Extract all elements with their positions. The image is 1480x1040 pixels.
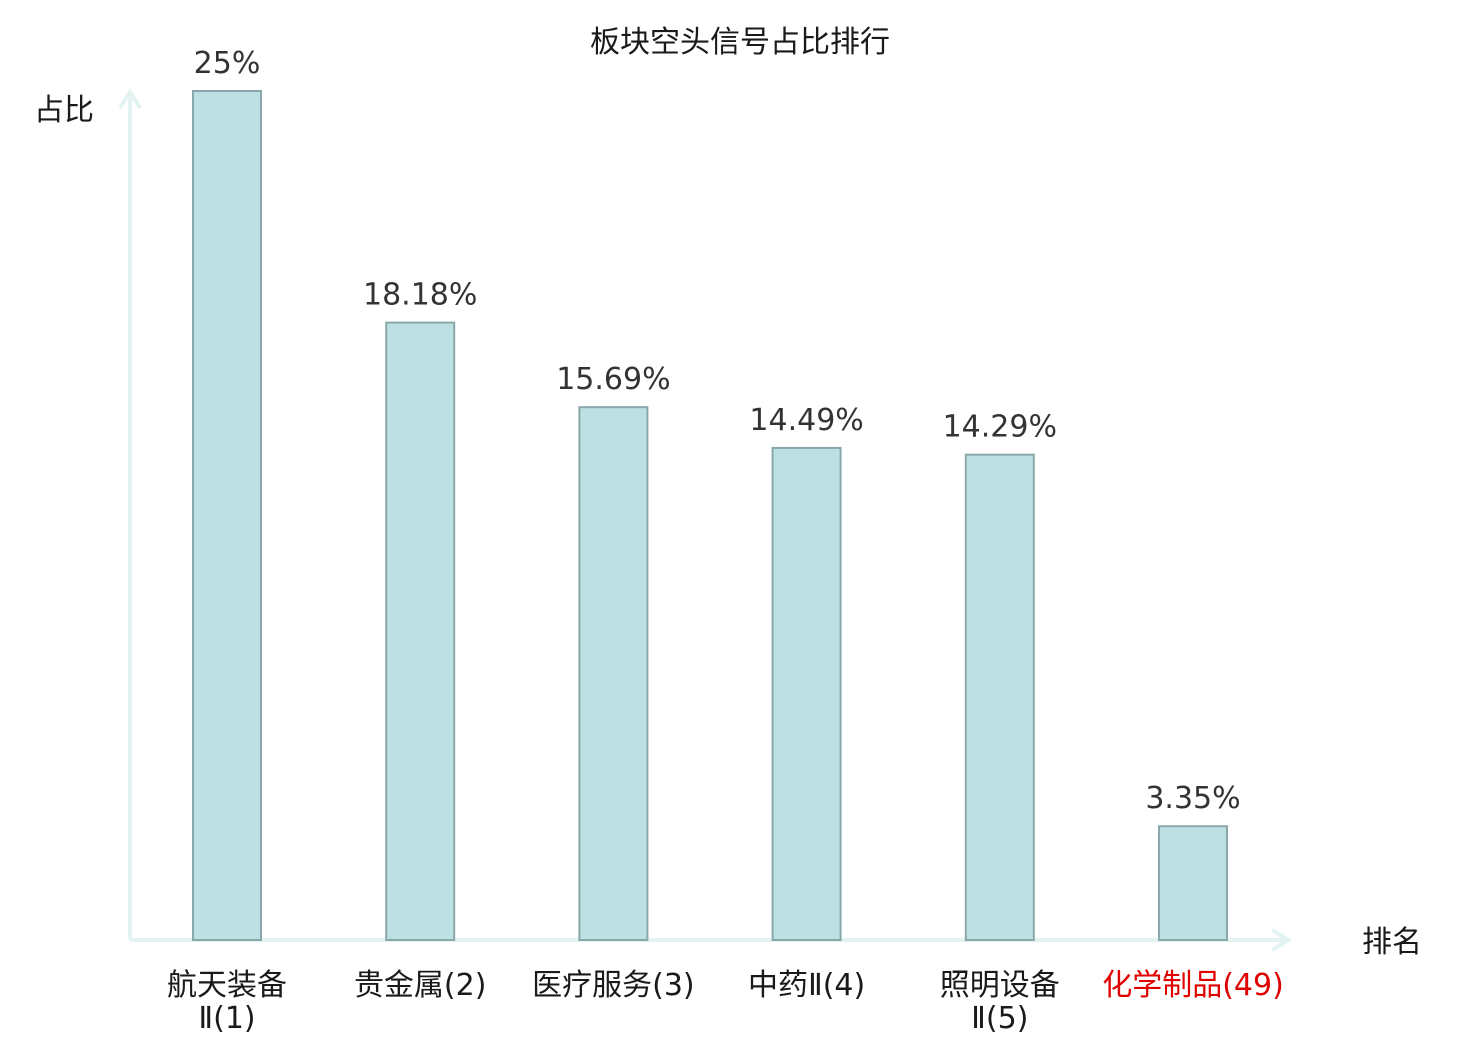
bar-5	[964, 453, 1035, 941]
bar-3	[578, 406, 649, 941]
x-axis-arrow	[1270, 928, 1292, 952]
bar-2	[385, 321, 456, 942]
category-label-1-line-1: 航天装备	[167, 968, 287, 1003]
x-axis-label: 排名	[1362, 925, 1422, 960]
chart-title: 板块空头信号占比排行	[590, 25, 890, 60]
value-label-5: 14.29%	[943, 410, 1057, 445]
y-axis-label: 占比	[34, 93, 94, 128]
bar-6	[1158, 825, 1228, 942]
category-label-5-line-1: 照明设备	[940, 968, 1060, 1003]
category-label-3: 医疗服务(3)	[532, 968, 695, 1003]
value-label-1: 25%	[194, 46, 261, 81]
bar-1	[192, 90, 262, 941]
value-label-3: 15.69%	[556, 362, 670, 397]
axes	[118, 88, 1292, 952]
category-label-5-line-2: Ⅱ(5)	[971, 1001, 1028, 1036]
value-label-6: 3.35%	[1145, 781, 1240, 816]
y-axis-arrow	[118, 88, 142, 110]
bar-4	[771, 446, 842, 941]
value-label-4: 14.49%	[749, 403, 863, 438]
category-label-6: 化学制品(49)	[1102, 968, 1284, 1003]
category-label-4: 中药Ⅱ(4)	[748, 968, 865, 1003]
value-label-2: 18.18%	[363, 278, 477, 313]
value-labels: 25% 18.18% 15.69% 14.49% 14.29% 3.35%	[194, 46, 1241, 816]
category-label-2: 贵金属(2)	[354, 968, 487, 1003]
category-label-1-line-2: Ⅱ(1)	[198, 1001, 255, 1036]
bars	[192, 90, 1228, 942]
